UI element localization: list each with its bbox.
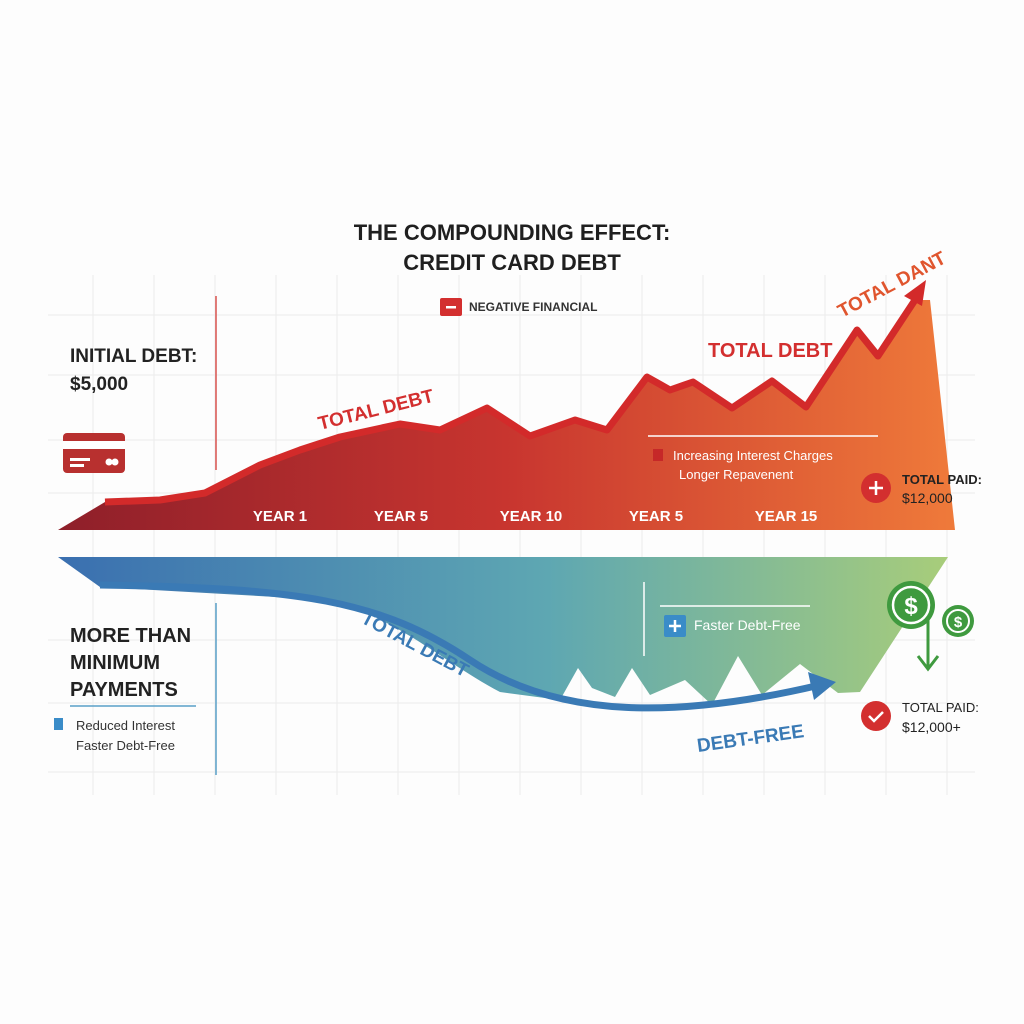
- chart-title: THE COMPOUNDING EFFECT:: [354, 220, 671, 245]
- dollar-coin-icon: $: [887, 581, 935, 629]
- debt-free-label: DEBT-FREE: [696, 721, 806, 757]
- debt-line-decreasing: [99, 581, 821, 712]
- svg-text:$: $: [904, 593, 918, 620]
- note-increasing-interest: Increasing Interest Charges: [673, 448, 833, 463]
- arrow-down-icon: [916, 620, 940, 672]
- x-tick-label: YEAR 10: [500, 508, 563, 525]
- checkmark-icon: [861, 701, 891, 731]
- debt-free-arrowhead: [808, 672, 836, 700]
- dollar-coin-small-icon: $: [942, 605, 974, 637]
- total-paid-label-top: TOTAL PAID:: [902, 472, 982, 487]
- total-paid-value-top: $12,000: [902, 490, 953, 506]
- x-tick-label: YEAR 5: [629, 508, 683, 525]
- debt-arrowhead: [904, 280, 926, 306]
- initial-debt-label: INITIAL DEBT:: [70, 346, 197, 367]
- note-longer-repayment: Longer Repavenent: [679, 467, 794, 482]
- legend-faster-debt-free: Faster Debt-Free: [76, 738, 175, 753]
- checkmark-glyph: [868, 711, 884, 723]
- legend-reduced-interest: Reduced Interest: [76, 718, 175, 733]
- legend-bullet-blue: [54, 718, 63, 730]
- svg-text:$: $: [954, 614, 963, 631]
- heading-more-than: MORE THAN: [70, 625, 191, 647]
- chart-subtitle: CREDIT CARD DEBT: [403, 250, 621, 275]
- heading-payments: PAYMENTS: [70, 679, 178, 701]
- x-tick-label: YEAR 15: [755, 508, 818, 525]
- debt-area-increasing: [58, 300, 955, 530]
- debt-line-increasing: [104, 298, 918, 506]
- legend-label: NEGATIVE FINANCIAL: [469, 300, 597, 314]
- x-tick-label: YEAR 5: [374, 508, 428, 525]
- credit-card-icon: [63, 433, 125, 473]
- note-bullet: [653, 449, 663, 461]
- heading-minimum: MINIMUM: [70, 652, 160, 674]
- minus-icon-bar: [446, 306, 456, 309]
- plus-square-glyph: [669, 620, 681, 632]
- total-paid-value-bottom: $12,000+: [902, 719, 961, 735]
- line-label-total-dant: TOTAL DANT: [834, 248, 950, 323]
- x-axis-ticks: YEAR 1 YEAR 5 YEAR 10 YEAR 5 YEAR 15: [253, 508, 817, 525]
- line-label-total-debt-2: TOTAL DEBT: [708, 340, 832, 362]
- x-tick-label: YEAR 1: [253, 508, 307, 525]
- total-paid-label-bottom: TOTAL PAID:: [902, 700, 979, 715]
- plus-icon-glyph: [869, 481, 883, 495]
- note-faster-debt-free: Faster Debt-Free: [694, 617, 801, 633]
- initial-debt-value: $5,000: [70, 374, 128, 395]
